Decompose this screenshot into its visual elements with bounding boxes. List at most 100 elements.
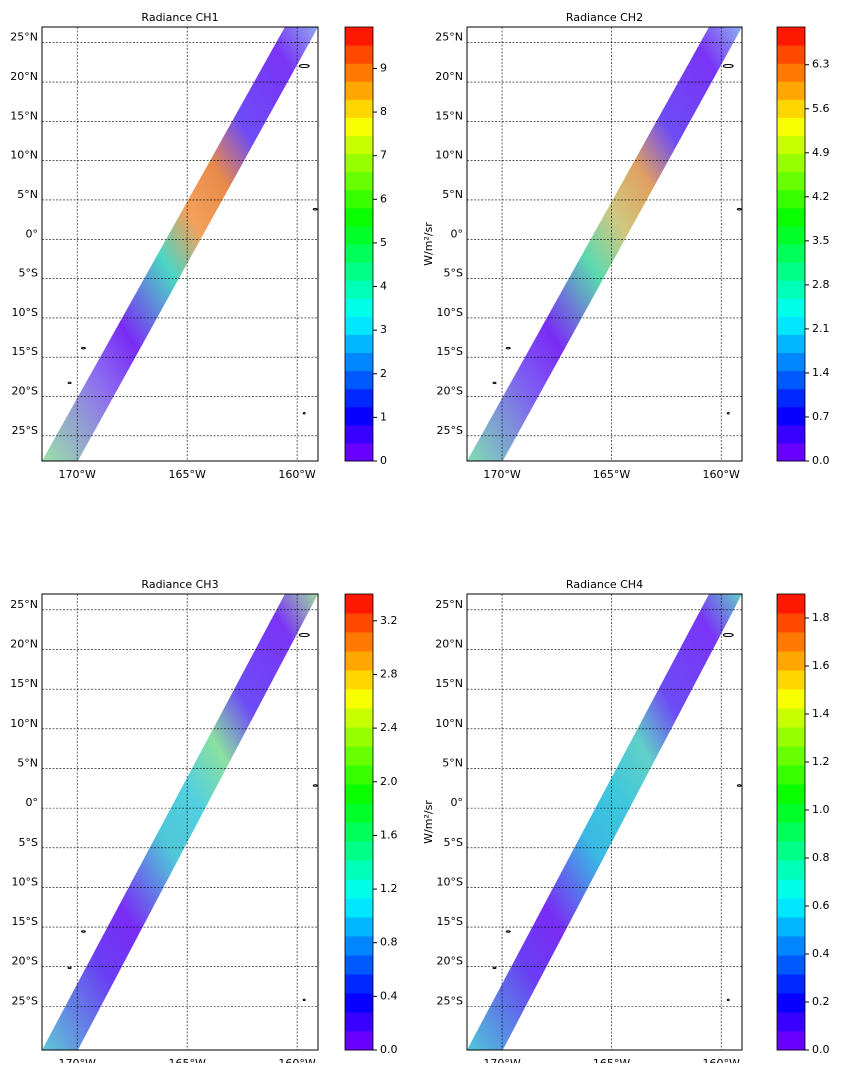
colorbar-band	[777, 442, 805, 462]
colorbar-tick-label: 2.4	[380, 721, 398, 734]
y-tick-label: 10°S	[437, 875, 463, 888]
colorbar-band	[777, 765, 805, 785]
island	[312, 208, 318, 211]
island	[722, 633, 734, 638]
y-tick-label: 20°N	[435, 638, 463, 651]
x-tick-label: 170°W	[58, 468, 95, 481]
colorbar-band	[777, 225, 805, 245]
y-tick-label: 5°S	[19, 267, 38, 280]
colorbar-tick-label: 2.8	[380, 667, 398, 680]
x-tick-label: 170°W	[58, 1057, 95, 1063]
colorbar-band	[777, 594, 805, 614]
colorbar-band	[345, 334, 373, 353]
colorbar-band	[777, 670, 805, 690]
colorbar-tick-label: 0.4	[812, 947, 830, 960]
y-tick-label: 5°S	[444, 267, 463, 280]
colorbar-band	[345, 117, 373, 136]
y-tick-label: 20°N	[435, 70, 463, 83]
colorbar-band	[345, 898, 373, 918]
colorbar-band	[777, 388, 805, 408]
y-tick-label: 0°	[26, 796, 39, 809]
colorbar-band	[345, 63, 373, 82]
y-tick-label: 20°S	[437, 955, 463, 968]
colorbar-band	[777, 993, 805, 1013]
colorbar-band	[345, 207, 373, 227]
colorbar-band	[345, 406, 373, 426]
y-tick-label: 5°N	[442, 756, 463, 769]
x-tick-label: 165°W	[593, 1057, 630, 1063]
island	[67, 381, 72, 385]
colorbar-band	[345, 784, 373, 804]
colorbar-frame	[776, 593, 806, 1051]
colorbar-band	[777, 632, 805, 652]
colorbar-band	[345, 936, 373, 956]
colorbar-band	[345, 727, 373, 747]
swath	[467, 27, 742, 461]
colorbar-band	[777, 45, 805, 64]
colorbar-band	[345, 45, 373, 64]
colorbar-band	[345, 917, 373, 937]
colorbar-tick-label: 1.8	[812, 611, 830, 624]
colorbar-tick-label: 4.2	[812, 190, 830, 203]
y-tick-label: 15°S	[12, 915, 38, 928]
island	[505, 346, 511, 350]
colorbar-tick-label: 4.9	[812, 146, 830, 159]
colorbar-tick-label: 9	[380, 61, 387, 74]
x-tick-label: 160°W	[702, 1057, 739, 1063]
colorbar-tick-label: 6.3	[812, 58, 830, 71]
colorbar-band	[345, 171, 373, 191]
island	[492, 966, 497, 970]
colorbar-band	[777, 689, 805, 709]
colorbar-label: W/m²/sr	[422, 800, 435, 844]
colorbar-tick-label: 0.8	[380, 936, 398, 949]
y-tick-label: 10°N	[435, 149, 463, 162]
colorbar-band	[345, 879, 373, 899]
y-tick-label: 20°S	[12, 385, 38, 398]
colorbar-band	[777, 727, 805, 747]
colorbar-band	[345, 244, 373, 263]
island	[736, 208, 742, 211]
y-tick-label: 20°S	[12, 955, 38, 968]
y-tick-label: 10°S	[12, 306, 38, 319]
y-tick-label: 10°N	[10, 149, 38, 162]
y-tick-label: 10°N	[435, 717, 463, 730]
colorbar-tick-label: 1.2	[812, 755, 830, 768]
island	[726, 412, 730, 415]
colorbar-band	[777, 117, 805, 136]
colorbar-tick-label: 4	[380, 280, 387, 293]
colorbar-band	[345, 708, 373, 728]
colorbar-band	[777, 708, 805, 728]
colorbar-band	[777, 316, 805, 335]
colorbar-band	[345, 803, 373, 823]
island	[67, 966, 72, 970]
panel-title: Radiance CH2	[566, 11, 643, 24]
island	[298, 64, 310, 69]
plot-frame	[41, 26, 319, 462]
colorbar-band	[345, 1031, 373, 1051]
colorbar-tick-label: 1.2	[380, 882, 398, 895]
y-tick-label: 20°N	[10, 70, 38, 83]
y-tick-label: 15°N	[435, 677, 463, 690]
colorbar-tick-label: 2	[380, 367, 387, 380]
colorbar-band	[777, 822, 805, 842]
colorbar-band	[345, 424, 373, 444]
colorbar-tick-label: 1.4	[812, 366, 830, 379]
plot-frame	[466, 26, 743, 462]
island	[492, 381, 497, 385]
colorbar-tick-label: 1.4	[812, 707, 830, 720]
colorbar-tick-label: 3.2	[380, 614, 398, 627]
colorbar-band	[777, 955, 805, 975]
colorbar-tick-label: 2.1	[812, 322, 830, 335]
colorbar-band	[345, 370, 373, 390]
colorbar-band	[777, 651, 805, 671]
colorbar-tick-label: 0.8	[812, 851, 830, 864]
colorbar-band	[777, 189, 805, 209]
colorbar-band	[345, 632, 373, 652]
colorbar-tick-label: 0.0	[812, 1043, 830, 1056]
swath	[42, 27, 318, 461]
colorbar-band	[345, 99, 373, 118]
colorbar-frame	[776, 26, 806, 462]
colorbar-band	[345, 27, 373, 46]
panel-title: Radiance CH3	[141, 578, 218, 591]
y-tick-label: 0°	[451, 796, 464, 809]
